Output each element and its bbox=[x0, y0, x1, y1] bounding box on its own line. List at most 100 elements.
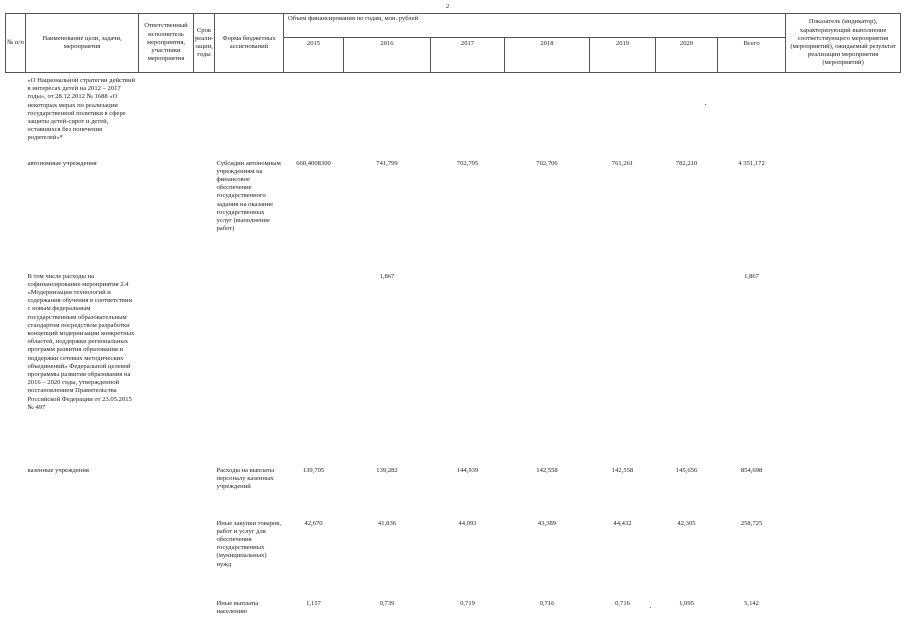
row-value: 782,210 bbox=[675, 159, 698, 167]
row-term bbox=[194, 73, 215, 156]
row-total: 4 351,172 bbox=[738, 159, 765, 167]
row-value: 41,836 bbox=[377, 519, 397, 527]
row-term bbox=[194, 516, 215, 596]
row-form: Расходы на выплаты персоналу казенных уч… bbox=[216, 466, 275, 490]
header-year: 2019 bbox=[589, 37, 656, 73]
row-value: 761,261 bbox=[611, 159, 634, 167]
header-name: Наименование цели, задачи, мероприятия bbox=[25, 13, 139, 73]
row-term bbox=[194, 156, 215, 269]
row-value: 0,739 bbox=[379, 599, 395, 607]
scan-speck bbox=[705, 104, 706, 105]
row-value: 0,716 bbox=[539, 599, 555, 607]
row-responsible bbox=[139, 156, 194, 269]
row-value bbox=[656, 269, 718, 463]
row-form bbox=[215, 269, 284, 463]
header-year: 2015 bbox=[283, 37, 344, 73]
table-row: автономные учреждения Субсидии автономным… bbox=[6, 156, 901, 269]
row-value bbox=[590, 73, 656, 156]
row-num bbox=[6, 269, 26, 463]
row-responsible bbox=[139, 463, 194, 516]
header-num: № п/п bbox=[5, 13, 26, 73]
header-year: 2016 bbox=[343, 37, 431, 73]
row-indicator bbox=[786, 73, 901, 156]
row-total bbox=[718, 73, 786, 156]
row-total: 854,698 bbox=[740, 466, 763, 474]
table-row: В том числе расходы на софинансирование … bbox=[6, 269, 901, 463]
row-name bbox=[26, 516, 139, 596]
row-term bbox=[194, 463, 215, 516]
row-num bbox=[6, 463, 26, 516]
row-value: 702,706 bbox=[536, 159, 558, 167]
table-row: Иные выплаты населению 1,157 0,739 0,719 0,7… bbox=[6, 596, 901, 641]
financing-table: № п/п Наименование цели, задачи, меропри… bbox=[5, 13, 902, 641]
header-year: 2018 bbox=[504, 37, 590, 73]
row-value: 702,795 bbox=[456, 159, 479, 167]
row-num bbox=[6, 596, 26, 641]
row-name: В том числе расходы на софинансирование … bbox=[27, 272, 135, 411]
row-value bbox=[505, 73, 590, 156]
row-total: 258,725 bbox=[740, 519, 763, 527]
row-form: Иные выплаты населению bbox=[216, 599, 259, 615]
row-value bbox=[590, 269, 656, 463]
row-value bbox=[656, 73, 718, 156]
row-value: 139,705 bbox=[302, 466, 325, 474]
row-total: 1,867 bbox=[744, 272, 759, 280]
row-name: казенные учреждения bbox=[27, 466, 89, 474]
row-total: 5,142 bbox=[744, 599, 759, 607]
row-name: автономные учреждения bbox=[27, 159, 97, 167]
table-row: «О Национальной стратегии действий в инт… bbox=[6, 73, 901, 156]
header-total: Всего bbox=[716, 37, 787, 73]
row-value: 42,670 bbox=[304, 519, 323, 527]
row-value: 44,432 bbox=[613, 519, 632, 527]
header-financing: Объем финансирования по годам, млн. рубл… bbox=[282, 13, 787, 38]
row-name: «О Национальной стратегии действий в инт… bbox=[27, 77, 136, 142]
row-value: 145,656 bbox=[675, 466, 698, 474]
row-value bbox=[284, 269, 344, 463]
row-name bbox=[26, 596, 139, 641]
row-value: 1,157 bbox=[306, 599, 321, 607]
page-number: 2 bbox=[446, 3, 450, 10]
table-row: Иные закупки товаров, работ и услуг для … bbox=[6, 516, 901, 596]
header-term: Срок реали-зации, годы bbox=[193, 13, 215, 73]
row-num bbox=[6, 156, 26, 269]
row-indicator bbox=[786, 516, 901, 596]
row-value bbox=[344, 73, 431, 156]
row-value bbox=[431, 73, 505, 156]
row-form bbox=[215, 73, 284, 156]
row-num bbox=[6, 73, 26, 156]
row-indicator bbox=[786, 463, 901, 516]
row-value bbox=[505, 269, 590, 463]
row-responsible bbox=[139, 516, 194, 596]
row-indicator bbox=[786, 596, 901, 641]
row-value: 139,282 bbox=[376, 466, 398, 474]
row-value bbox=[431, 269, 505, 463]
row-value: 0,716 bbox=[615, 599, 630, 607]
header-indicator: Показатель (индикатор), характеризующий … bbox=[785, 13, 902, 73]
row-value: 142,558 bbox=[536, 466, 558, 474]
row-value bbox=[284, 73, 344, 156]
header-year: 2017 bbox=[430, 37, 505, 73]
row-value: 1,095 bbox=[679, 599, 694, 607]
row-indicator bbox=[786, 156, 901, 269]
header-form: Форма бюджетных ассигнований bbox=[214, 13, 284, 73]
row-value: 42,305 bbox=[677, 519, 696, 527]
row-value: 1,867 bbox=[379, 272, 395, 280]
row-form: Субсидии автономным учреждениям на финан… bbox=[216, 159, 281, 233]
row-value: 741,799 bbox=[376, 159, 398, 167]
table-row: казенные учреждения Расходы на выплаты пе… bbox=[6, 463, 901, 516]
row-responsible bbox=[139, 596, 194, 641]
header-year: 2020 bbox=[655, 37, 718, 73]
row-responsible bbox=[139, 73, 194, 156]
row-term bbox=[194, 269, 215, 463]
row-responsible bbox=[139, 269, 194, 463]
row-value: 144,939 bbox=[456, 466, 479, 474]
row-value: 44,093 bbox=[458, 519, 477, 527]
row-form: Иные закупки товаров, работ и услуг для … bbox=[216, 519, 282, 568]
row-indicator bbox=[786, 269, 901, 463]
row-value: 660,4008300 bbox=[296, 159, 331, 167]
row-value: 142,558 bbox=[611, 466, 634, 474]
scan-speck bbox=[650, 607, 651, 608]
header-responsible: Ответственный исполнитель мероприятия, у… bbox=[138, 13, 194, 73]
row-num bbox=[6, 516, 26, 596]
row-term bbox=[194, 596, 215, 641]
